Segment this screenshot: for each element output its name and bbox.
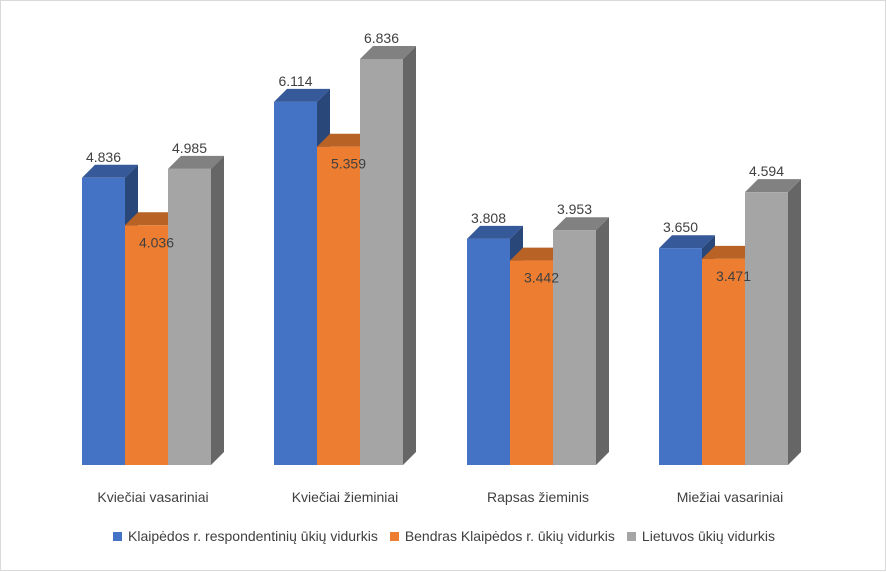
category-label: Kviečiai žieminiai bbox=[292, 489, 399, 505]
bar-front bbox=[745, 192, 788, 465]
bar-side bbox=[596, 217, 609, 465]
legend-item-series-1: Klaipėdos r. respondentinių ūkių vidurki… bbox=[113, 528, 378, 544]
data-label: 4.836 bbox=[86, 149, 121, 165]
bar-top bbox=[553, 217, 609, 231]
bar-front bbox=[317, 146, 360, 465]
data-label: 4.036 bbox=[139, 234, 174, 250]
legend-swatch-series-1 bbox=[113, 531, 122, 541]
data-label: 6.114 bbox=[279, 73, 313, 89]
bar-top bbox=[510, 247, 566, 261]
bar-front bbox=[467, 238, 510, 465]
data-label: 4.594 bbox=[749, 163, 784, 179]
bar-side bbox=[788, 179, 801, 465]
data-label: 3.650 bbox=[663, 219, 698, 235]
bar-front bbox=[702, 258, 745, 465]
bar-front bbox=[553, 230, 596, 465]
bar-top bbox=[659, 235, 715, 249]
legend-swatch-series-2 bbox=[389, 531, 399, 541]
bar-top bbox=[467, 225, 523, 239]
bar bbox=[168, 155, 224, 465]
legend-label-series-2: Bendras Klaipėdos r. ūkių vidurkis bbox=[404, 528, 615, 544]
bar-front bbox=[659, 248, 702, 465]
category-label: Rapsas žieminis bbox=[487, 489, 589, 505]
bar-front bbox=[168, 168, 211, 465]
bar-top bbox=[125, 212, 181, 226]
bar bbox=[553, 217, 609, 465]
bar-front bbox=[274, 101, 317, 466]
data-label: 3.442 bbox=[524, 270, 559, 286]
bar-front bbox=[510, 260, 553, 465]
legend-label-series-3: Lietuvos ūkių vidurkis bbox=[641, 528, 775, 544]
data-label: 3.808 bbox=[471, 210, 506, 226]
bar-top bbox=[168, 155, 224, 169]
data-label: 5.359 bbox=[331, 156, 366, 172]
bar-top bbox=[360, 46, 416, 59]
bar bbox=[360, 46, 416, 465]
bar-front bbox=[125, 225, 168, 465]
category-label: Miežiai vasariniai bbox=[677, 489, 784, 505]
category-label: Kviečiai vasariniai bbox=[97, 489, 208, 505]
bar-top bbox=[702, 245, 758, 259]
data-label: 6.836 bbox=[364, 30, 399, 46]
bar-top bbox=[317, 133, 373, 147]
bar-side bbox=[403, 46, 416, 465]
data-label: 4.985 bbox=[172, 140, 207, 156]
legend-item-series-3: Lietuvos ūkių vidurkis bbox=[626, 528, 775, 544]
bar-front bbox=[360, 59, 403, 465]
bar-side bbox=[211, 155, 224, 465]
legend-swatch-series-3 bbox=[626, 531, 636, 541]
bar-front bbox=[82, 177, 125, 466]
legend: Klaipėdos r. respondentinių ūkių vidurki… bbox=[1, 528, 886, 544]
bar bbox=[745, 179, 801, 465]
bar-top bbox=[745, 179, 801, 193]
bar-top bbox=[274, 88, 330, 102]
bar-top bbox=[82, 164, 138, 178]
data-label: 3.471 bbox=[716, 268, 751, 284]
legend-label-series-1: Klaipėdos r. respondentinių ūkių vidurki… bbox=[128, 528, 378, 544]
legend-item-series-2: Bendras Klaipėdos r. ūkių vidurkis bbox=[389, 528, 615, 544]
data-label: 3.953 bbox=[557, 201, 592, 217]
